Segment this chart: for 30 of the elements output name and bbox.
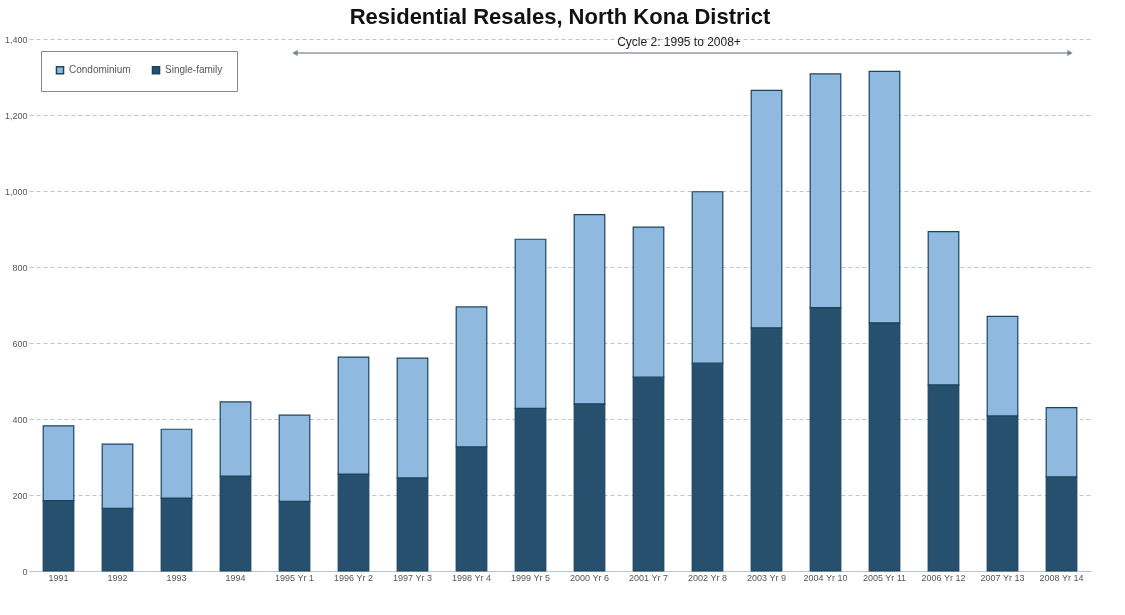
y-tick-label: 1,200: [4, 110, 28, 121]
x-tick-label: 2005 Yr 11: [862, 572, 907, 583]
x-tick-label: 2000 Yr 6: [570, 572, 609, 583]
chart-title: Residential Resales, North Kona District: [349, 4, 771, 29]
x-tick-label: 1998 Yr 4: [452, 572, 491, 583]
x-tick-label: 1993: [166, 572, 187, 583]
x-tick-label: 2004 Yr 10: [803, 572, 848, 583]
x-tick-label: 1991: [48, 572, 69, 583]
y-tick-label: 800: [12, 262, 28, 273]
annotation: Cycle 2: 1995 to 2008+: [617, 35, 741, 49]
y-tick-label: 0: [22, 566, 28, 577]
y-tick-label: 400: [12, 414, 28, 425]
y-tick-label: 200: [12, 490, 28, 501]
legend-label: Condominium: [69, 64, 131, 76]
x-tick-label: 1995 Yr 1: [275, 572, 314, 583]
x-tick-label: 2008 Yr 14: [1039, 572, 1084, 583]
y-tick-label: 600: [12, 338, 28, 349]
x-tick-label: 1992: [107, 572, 128, 583]
x-tick-label: 2007 Yr 13: [980, 572, 1025, 583]
x-tick-label: 2002 Yr 8: [688, 572, 727, 583]
y-tick-label: 1,400: [4, 34, 28, 45]
x-tick-label: 1999 Yr 5: [511, 572, 550, 583]
y-tick-label: 1,000: [4, 186, 28, 197]
legend-label: Single-family: [165, 64, 223, 76]
x-tick-label: 2001 Yr 7: [629, 572, 668, 583]
x-tick-label: 2006 Yr 12: [921, 572, 966, 583]
x-tick-label: 1994: [225, 572, 246, 583]
x-tick-label: 1996 Yr 2: [334, 572, 373, 583]
x-tick-label: 2003 Yr 9: [747, 572, 786, 583]
x-tick-label: 1997 Yr 3: [393, 572, 432, 583]
